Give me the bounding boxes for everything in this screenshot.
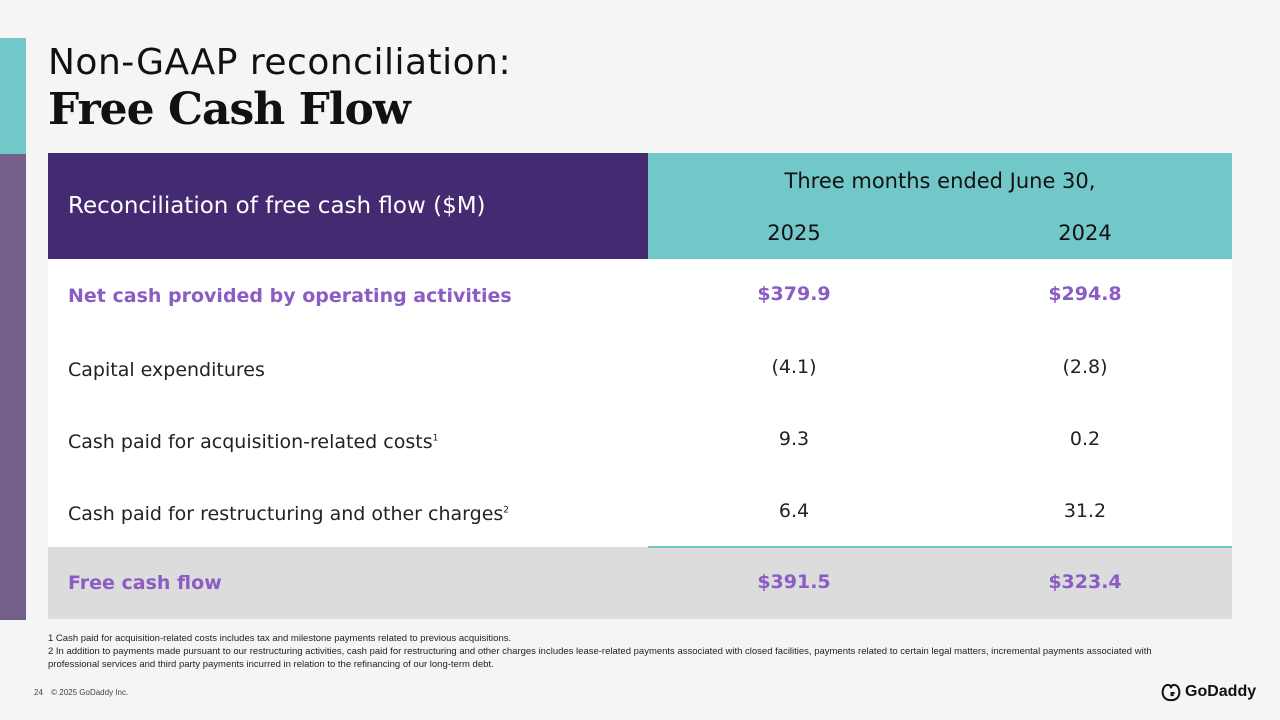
footnotes: 1 Cash paid for acquisition-related cost… (48, 632, 1188, 671)
table-header-period-cell: Three months ended June 30, 2025 2024 (648, 153, 1232, 259)
godaddy-logo-icon (1161, 683, 1181, 702)
footnote-ref-1: 1 (432, 433, 439, 444)
page-footer: 24 © 2025 GoDaddy Inc. (34, 688, 134, 697)
row-value-2025: 6.4 (778, 500, 810, 522)
row-value-2024: $294.8 (1048, 283, 1122, 305)
row-label: Net cash provided by operating activitie… (68, 285, 512, 307)
accent-bar-teal (0, 38, 26, 154)
godaddy-logo: GoDaddy (1160, 682, 1256, 702)
row-value-2024: 31.2 (1063, 500, 1107, 522)
page-title-line2: Free Cash Flow (48, 84, 411, 135)
row-value-2024: 0.2 (1069, 428, 1101, 450)
row-label: Capital expenditures (68, 359, 265, 381)
table-header-period: Three months ended June 30, (784, 169, 1096, 193)
row-label: Cash paid for restructuring and other ch… (68, 503, 510, 525)
footnote-2: 2 In addition to payments made pursuant … (48, 646, 1152, 670)
row-value-2025: 9.3 (778, 428, 810, 450)
row-value-2024: (2.8) (1062, 356, 1108, 378)
page-number: 24 (34, 688, 43, 697)
table-header-label-cell: Reconciliation of free cash flow ($M) (48, 153, 648, 259)
row-value-2024: $323.4 (1048, 571, 1122, 593)
column-header-2024: 2024 (1058, 221, 1112, 245)
table-row-free-cash-flow: Free cash flow $391.5 $323.4 (48, 547, 1232, 619)
total-divider (648, 546, 1232, 548)
table-header-label: Reconciliation of free cash flow ($M) (68, 193, 486, 219)
row-value-2025: $379.9 (757, 283, 831, 305)
table-row-restructuring: Cash paid for restructuring and other ch… (48, 475, 1232, 547)
table-row-capex: Capital expenditures (4.1) (2.8) (48, 331, 1232, 403)
page-title-line1: Non-GAAP reconciliation: (48, 42, 512, 83)
footnote-ref-2: 2 (503, 505, 510, 516)
row-label: Cash paid for acquisition-related costs1 (68, 431, 439, 453)
accent-bar-purple (0, 154, 26, 620)
table-row-operating-activities: Net cash provided by operating activitie… (48, 259, 1232, 331)
row-value-2025: $391.5 (757, 571, 831, 593)
copyright: © 2025 GoDaddy Inc. (51, 688, 129, 697)
table-row-acquisition-costs: Cash paid for acquisition-related costs1… (48, 403, 1232, 475)
logo-text: GoDaddy (1185, 683, 1257, 700)
column-header-2025: 2025 (767, 221, 821, 245)
footnote-1: 1 Cash paid for acquisition-related cost… (48, 633, 512, 644)
row-label: Free cash flow (68, 572, 222, 594)
row-value-2025: (4.1) (771, 356, 817, 378)
table-body (48, 259, 1232, 547)
table-total-row-bg (48, 547, 1232, 619)
